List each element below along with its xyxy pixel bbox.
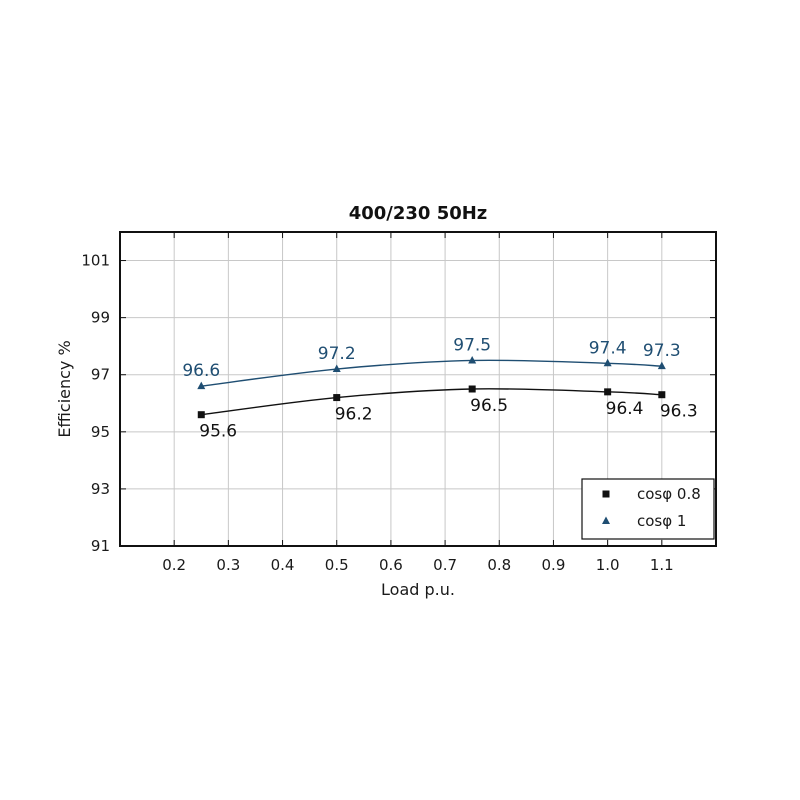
series-1-data-label: 97.3 <box>643 341 681 361</box>
x-tick-label: 0.5 <box>325 556 349 574</box>
series-1-point <box>332 364 341 373</box>
grid <box>120 232 716 546</box>
series-1: 96.6 97.2 97.5 97.4 97.3 <box>182 335 681 390</box>
series-0-point <box>333 394 341 402</box>
x-tick-label: 0.6 <box>379 556 403 574</box>
series-0: 95.6 96.2 96.5 96.4 96.3 <box>197 385 698 442</box>
series-0-line <box>201 388 662 416</box>
legend-label-0: cosφ 0.8 <box>637 485 701 503</box>
legend: cosφ 0.8 cosφ 1 <box>581 478 715 540</box>
legend-marker-0 <box>602 490 610 498</box>
series-0-data-label: 96.2 <box>335 405 373 425</box>
x-tick-label: 0.7 <box>433 556 457 574</box>
series-1-point <box>657 361 666 370</box>
legend-marker-1 <box>602 516 610 524</box>
x-tick-label: 0.3 <box>216 556 240 574</box>
series-1-data-label: 97.4 <box>589 338 627 358</box>
y-tick-label: 91 <box>91 537 110 555</box>
series-0-point <box>468 385 476 393</box>
x-axis-label: Load p.u. <box>381 580 455 599</box>
series-0-point <box>604 388 612 396</box>
series-1-data-label: 97.2 <box>318 344 356 364</box>
series-0-point <box>197 411 205 419</box>
series-0-point <box>658 391 666 399</box>
legend-box <box>581 478 715 540</box>
series-1-line <box>201 359 662 387</box>
series-1-point <box>603 358 612 367</box>
series-1-point <box>197 381 206 390</box>
chart-title: 400/230 50Hz <box>349 203 488 224</box>
x-tick-label: 1.1 <box>650 556 674 574</box>
y-axis-label: Efficiency % <box>55 340 74 437</box>
plot-frame <box>119 231 717 547</box>
series-1-point <box>468 355 477 364</box>
y-tick-label: 97 <box>91 366 110 384</box>
series-0-data-label: 96.4 <box>606 399 644 419</box>
x-tick-label: 0.9 <box>542 556 566 574</box>
series-0-data-label: 96.5 <box>470 396 508 416</box>
x-tick-label: 0.2 <box>162 556 186 574</box>
x-tick-label: 0.4 <box>271 556 295 574</box>
series-layer: 95.6 96.2 96.5 96.4 96.3 96.6 97.2 97.5 97.4 97.3 <box>182 335 697 441</box>
x-tick-label: 0.8 <box>487 556 511 574</box>
y-tick-label: 99 <box>91 309 110 327</box>
series-0-data-label: 96.3 <box>660 402 698 422</box>
series-0-data-label: 95.6 <box>199 422 237 442</box>
legend-label-1: cosφ 1 <box>637 512 686 530</box>
x-tick-label: 1.0 <box>596 556 620 574</box>
series-1-data-label: 96.6 <box>182 361 220 381</box>
ticks: 0.2 0.3 0.4 0.5 0.6 0.7 0.8 0.9 1.0 1.1 91 93 95 97 99… <box>81 232 716 574</box>
series-1-data-label: 97.5 <box>453 335 491 355</box>
y-tick-label: 101 <box>81 252 110 270</box>
y-tick-label: 95 <box>91 423 110 441</box>
y-tick-label: 93 <box>91 480 110 498</box>
